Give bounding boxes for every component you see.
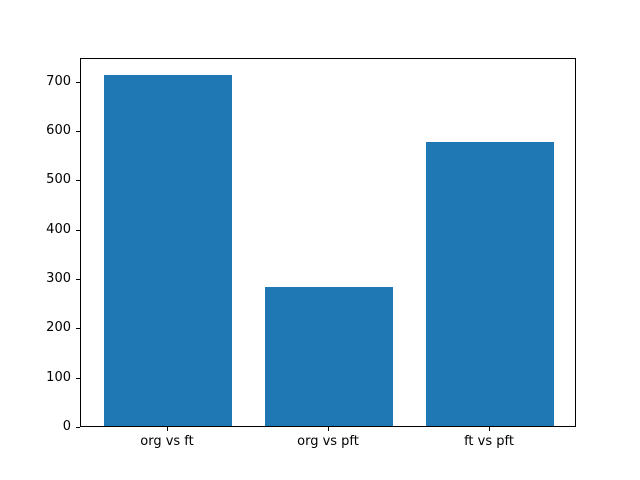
x-tick-label-org-vs-pft: org vs pft (297, 434, 359, 449)
y-tick-label-600: 600 (46, 122, 71, 138)
x-tick-mark-ft-vs-pft (489, 427, 490, 431)
y-tick-label-400: 400 (46, 221, 71, 237)
y-tick-mark-0 (76, 427, 80, 428)
x-tick-mark-org-vs-ft (167, 427, 168, 431)
y-tick-mark-300 (76, 278, 80, 280)
y-tick-label-300: 300 (46, 270, 71, 286)
y-tick-label-100: 100 (46, 369, 71, 385)
y-tick-label-200: 200 (46, 320, 71, 336)
x-tick-label-ft-vs-pft: ft vs pft (464, 434, 514, 449)
y-tick-mark-700 (76, 81, 80, 83)
y-tick-mark-500 (76, 180, 80, 182)
bar-org-vs-ft (103, 74, 233, 426)
y-tick-mark-600 (76, 130, 80, 132)
x-tick-label-org-vs-ft: org vs ft (140, 434, 194, 449)
bar-ft-vs-pft (425, 142, 555, 426)
y-tick-label-500: 500 (46, 172, 71, 188)
x-tick-mark-org-vs-pft (328, 427, 329, 431)
y-tick-mark-400 (76, 229, 80, 231)
y-tick-mark-200 (76, 328, 80, 330)
y-tick-mark-100 (76, 377, 80, 379)
bar-org-vs-pft (264, 287, 394, 426)
plot-area (80, 58, 576, 427)
y-tick-label-700: 700 (46, 73, 71, 89)
y-tick-label-0: 0 (62, 419, 71, 434)
